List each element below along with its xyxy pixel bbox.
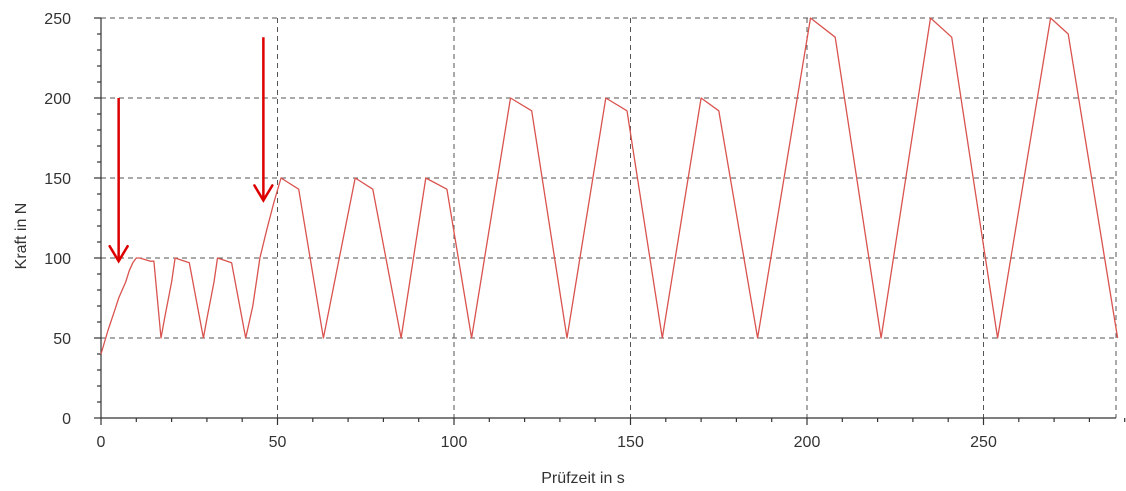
y-tick-label: 200 — [44, 91, 71, 108]
x-tick-label: 0 — [97, 434, 106, 451]
y-tick-label: 0 — [62, 411, 71, 428]
x-tick-label: 250 — [970, 434, 997, 451]
annotations — [108, 37, 274, 264]
y-tick-label: 100 — [44, 251, 71, 268]
arrow-head — [253, 184, 274, 203]
x-axis-label: Prüfzeit in s — [541, 470, 625, 487]
y-tick-label: 150 — [44, 171, 71, 188]
red-arrow-annotation-1 — [253, 37, 274, 203]
x-tick-label: 200 — [794, 434, 821, 451]
x-tick-label: 150 — [617, 434, 644, 451]
tick-labels: 0 50 100 150 200 250 0 50 100 150 200 250 — [44, 11, 997, 451]
y-tick-label: 50 — [53, 331, 71, 348]
y-tick-label: 250 — [44, 11, 71, 28]
x-tick-label: 100 — [441, 434, 468, 451]
axis-ticks — [94, 17, 1126, 425]
grid-lines — [101, 17, 1117, 418]
arrow-head — [108, 244, 129, 264]
y-axis-label: Kraft in N — [13, 203, 30, 270]
series-line-0 — [100, 17, 1119, 355]
series — [100, 17, 1119, 355]
red-arrow-annotation-0 — [108, 98, 129, 264]
x-tick-label: 50 — [269, 434, 287, 451]
axes — [100, 18, 1116, 419]
